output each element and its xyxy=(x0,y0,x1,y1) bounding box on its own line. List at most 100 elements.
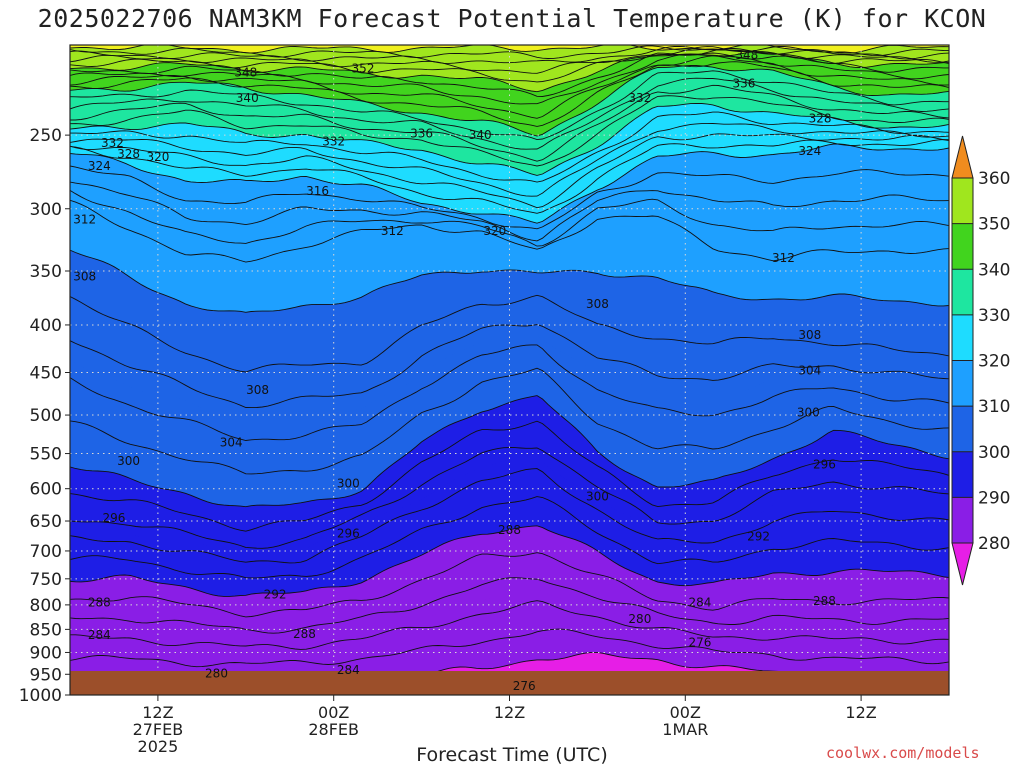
contour-label: 276 xyxy=(688,635,711,649)
isentrope-320 xyxy=(70,143,949,224)
credit-link[interactable]: coolwx.com/models xyxy=(826,744,980,762)
isentrope-306 xyxy=(70,324,949,409)
x-tick-label: 28FEB xyxy=(308,720,359,739)
y-tick-label: 550 xyxy=(30,445,62,465)
colorbar-segment xyxy=(952,406,973,452)
contour-label: 304 xyxy=(220,435,243,449)
contour-label: 284 xyxy=(337,663,360,677)
contour-label: 308 xyxy=(586,297,609,311)
isentrope-300 xyxy=(70,395,949,508)
x-tick-label: 1MAR xyxy=(662,720,708,739)
y-tick-label: 600 xyxy=(30,480,62,500)
isentrope-288 xyxy=(70,552,949,618)
colorbar-segment xyxy=(952,269,973,315)
colorbar-tick-label: 330 xyxy=(978,306,1010,326)
contour-label: 292 xyxy=(264,588,287,602)
colorbar-segment xyxy=(952,178,973,224)
x-axis-label: Forecast Time (UTC) xyxy=(416,744,608,766)
ground-surface xyxy=(70,671,949,695)
colorbar-segment xyxy=(952,497,973,543)
isentrope-340 xyxy=(70,65,949,137)
isentrope-282 xyxy=(70,628,949,668)
contour-label: 288 xyxy=(813,594,836,608)
contour-label: 352 xyxy=(352,62,375,76)
contour-label: 324 xyxy=(88,159,111,173)
y-tick-label: 450 xyxy=(30,364,62,384)
colorbar-tick-label: 300 xyxy=(978,443,1010,463)
contour-label: 308 xyxy=(246,383,269,397)
y-tick-label: 1000 xyxy=(19,686,62,706)
isentrope-354 xyxy=(70,46,949,74)
contour-label: 316 xyxy=(306,184,329,198)
contour-label: 288 xyxy=(498,523,521,537)
isentrope-298 xyxy=(70,420,949,532)
contour-label: 332 xyxy=(628,91,651,105)
y-tick-label: 850 xyxy=(30,620,62,640)
isentrope-310 xyxy=(70,249,949,313)
contour-label: 312 xyxy=(772,251,795,265)
isentrope-284 xyxy=(70,600,949,650)
isentrope-336 xyxy=(70,77,949,150)
x-tick-label: 12Z xyxy=(494,703,525,722)
colorbar-tick-label: 360 xyxy=(978,169,1010,189)
contour-label: 300 xyxy=(117,454,140,468)
y-tick-label: 300 xyxy=(30,200,62,220)
isentrope-352 xyxy=(70,47,949,83)
contour-label: 340 xyxy=(469,128,492,142)
y-tick-label: 800 xyxy=(30,596,62,616)
x-tick-label: 2025 xyxy=(138,737,179,756)
contour-label: 328 xyxy=(117,147,140,161)
colorbar-tick-label: 340 xyxy=(978,260,1010,280)
contour-label: 304 xyxy=(798,364,821,378)
contour-label: 312 xyxy=(381,224,404,238)
isentrope-328 xyxy=(70,111,949,183)
colorbar-tick-label: 280 xyxy=(978,534,1010,554)
contour-label: 336 xyxy=(410,127,433,141)
contour-label: 340 xyxy=(236,91,259,105)
contour-label: 288 xyxy=(88,595,111,609)
isentrope-314 xyxy=(70,190,949,247)
y-tick-label: 900 xyxy=(30,643,62,663)
y-tick-label: 700 xyxy=(30,542,62,562)
y-tick-label: 650 xyxy=(30,512,62,532)
x-tick-label: 00Z xyxy=(318,703,349,722)
colorbar-tick-label: 290 xyxy=(978,488,1010,508)
y-tick-label: 350 xyxy=(30,262,62,282)
colorbar-tick-label: 350 xyxy=(978,215,1010,235)
contour-label: 328 xyxy=(809,112,832,126)
colorbar-bottom-arrow xyxy=(951,542,974,586)
contour-label: 288 xyxy=(293,627,316,641)
y-axis: 250 300 350 400 450 500 550 600 650 700 750 800 850 9… xyxy=(19,126,70,706)
colorbar-segment xyxy=(952,360,973,407)
contour-label: 296 xyxy=(813,457,836,471)
x-tick-label: 27FEB xyxy=(133,720,184,739)
y-tick-label: 500 xyxy=(30,406,62,426)
colorbar: 360 350 340 330 320 310 300 290 280 xyxy=(951,135,1010,586)
colorbar-tick-label: 310 xyxy=(978,397,1010,417)
isentrope-360 xyxy=(70,45,949,54)
contour-label: 320 xyxy=(483,224,506,238)
isentrope-338 xyxy=(70,70,949,141)
colorbar-segment xyxy=(952,223,973,270)
isentrope-334 xyxy=(70,84,949,162)
contour-label: 292 xyxy=(747,529,770,543)
colorbar-segment xyxy=(952,451,973,498)
x-tick-label: 12Z xyxy=(845,703,876,722)
contour-label: 332 xyxy=(322,135,345,149)
x-tick-label: 12Z xyxy=(142,703,173,722)
contour-label: 320 xyxy=(146,150,169,164)
contour-label: 284 xyxy=(88,628,111,642)
chart-title: 2025022706 NAM3KM Forecast Potential Tem… xyxy=(37,4,987,33)
contour-label: 296 xyxy=(102,511,125,525)
y-tick-label: 400 xyxy=(30,316,62,336)
contour-label: 348 xyxy=(234,65,257,79)
contour-label: 296 xyxy=(337,526,360,540)
contour-label: 284 xyxy=(688,595,711,609)
contour-label: 312 xyxy=(73,212,96,226)
contour-label: 308 xyxy=(73,270,96,284)
contour-label: 300 xyxy=(586,490,609,504)
contour-label: 280 xyxy=(628,612,651,626)
